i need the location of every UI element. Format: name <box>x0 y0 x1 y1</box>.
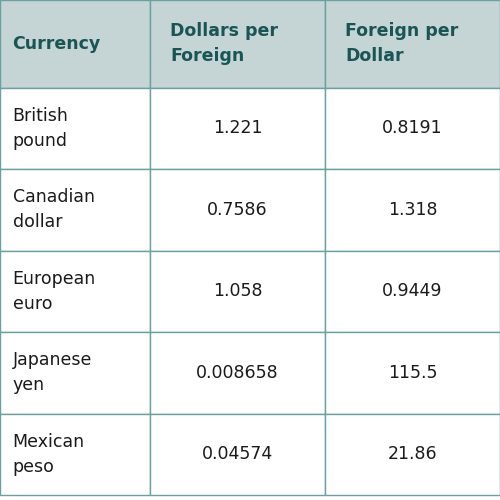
Bar <box>0 0 150 88</box>
Bar <box>0 250 150 332</box>
Text: Canadian
dollar: Canadian dollar <box>12 188 94 232</box>
Text: Foreign per
Dollar: Foreign per Dollar <box>345 22 458 65</box>
Text: Japanese
yen: Japanese yen <box>12 352 92 395</box>
Bar <box>325 169 500 250</box>
Text: 0.8191: 0.8191 <box>382 120 443 138</box>
Bar <box>150 88 325 169</box>
Bar <box>0 169 150 250</box>
Bar <box>150 414 325 495</box>
Text: 0.04574: 0.04574 <box>202 446 273 464</box>
Bar <box>0 332 150 413</box>
Bar <box>325 0 500 88</box>
Text: 21.86: 21.86 <box>388 446 438 464</box>
Text: British
pound: British pound <box>12 107 68 150</box>
Bar <box>325 332 500 413</box>
Bar <box>150 169 325 250</box>
Bar <box>0 88 150 169</box>
Bar <box>325 250 500 332</box>
Text: 0.9449: 0.9449 <box>382 282 443 300</box>
Bar <box>0 414 150 495</box>
Text: 0.7586: 0.7586 <box>207 201 268 219</box>
Bar <box>325 414 500 495</box>
Text: 115.5: 115.5 <box>388 364 437 382</box>
Text: European
euro: European euro <box>12 270 96 313</box>
Bar <box>325 88 500 169</box>
Bar <box>150 332 325 413</box>
Text: 0.008658: 0.008658 <box>196 364 279 382</box>
Bar <box>150 250 325 332</box>
Text: Mexican
peso: Mexican peso <box>12 433 85 476</box>
Text: Dollars per
Foreign: Dollars per Foreign <box>170 22 278 65</box>
Text: 1.058: 1.058 <box>213 282 262 300</box>
Text: 1.318: 1.318 <box>388 201 437 219</box>
Bar <box>150 0 325 88</box>
Text: Currency: Currency <box>12 35 101 52</box>
Text: 1.221: 1.221 <box>213 120 262 138</box>
